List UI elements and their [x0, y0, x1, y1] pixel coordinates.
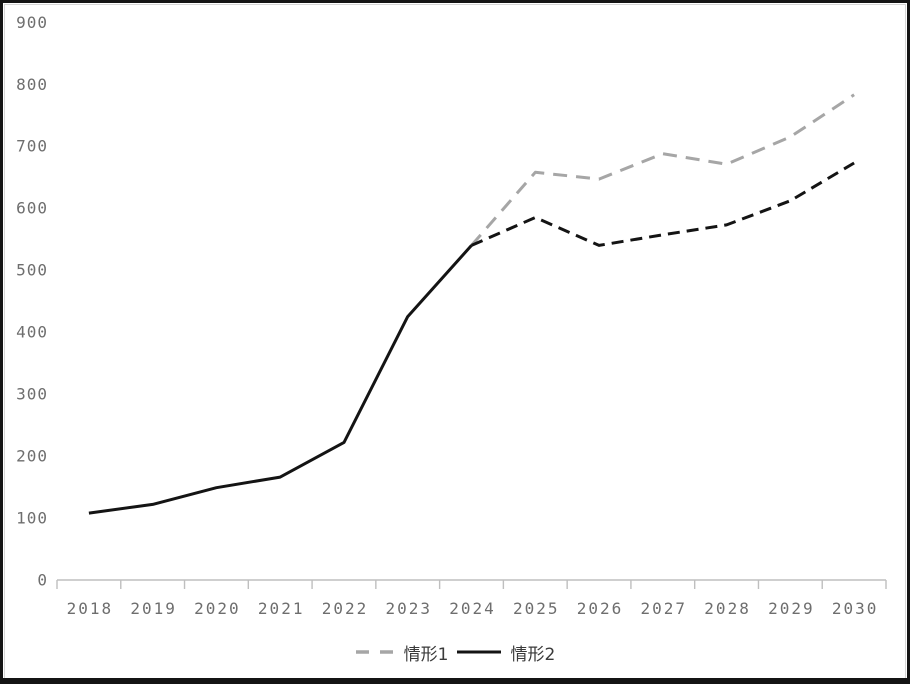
solid-line-swatch-icon [456, 650, 501, 654]
x-axis-tick-label: 2028 [704, 599, 751, 618]
y-axis-tick-label: 400 [16, 323, 48, 342]
x-axis-tick-label: 2020 [194, 599, 241, 618]
y-axis-tick-label: 200 [16, 447, 48, 466]
chart-legend: 情形1 情形2 [0, 639, 910, 665]
x-axis-tick-label: 2030 [832, 599, 879, 618]
y-axis-tick-label: 700 [16, 137, 48, 156]
x-axis-tick-label: 2018 [67, 599, 114, 618]
x-axis-tick-label: 2029 [768, 599, 815, 618]
y-axis-tick-label: 500 [16, 261, 48, 280]
legend-item-scenario2: 情形2 [456, 640, 556, 665]
x-axis-tick-label: 2021 [258, 599, 305, 618]
y-axis-tick-label: 900 [16, 13, 48, 32]
x-axis-tick-label: 2019 [130, 599, 177, 618]
series-line-0 [470, 93, 855, 247]
y-axis-tick-label: 100 [16, 509, 48, 528]
x-axis-line [56, 579, 887, 589]
x-axis-tick-label: 2023 [385, 599, 432, 618]
x-axis-tick-label: 2027 [641, 599, 688, 618]
legend-label-scenario2: 情形2 [510, 644, 556, 665]
x-axis-tick-label: 2025 [513, 599, 560, 618]
legend-item-scenario1: 情形1 [355, 640, 449, 665]
y-axis-tick-label: 600 [16, 199, 48, 218]
x-axis-tick-label: 2024 [449, 599, 496, 618]
dashed-line-swatch-icon [355, 650, 394, 654]
x-axis-tick-label: 2022 [322, 599, 369, 618]
y-axis-tick-label: 800 [16, 75, 48, 94]
legend-label-scenario1: 情形1 [403, 644, 449, 665]
series-line-1-dashed [470, 161, 855, 247]
x-axis-tick-label: 2026 [577, 599, 624, 618]
series-line-1-solid [88, 244, 473, 515]
y-axis-tick-label: 300 [16, 385, 48, 404]
y-axis-tick-label: 0 [37, 571, 48, 590]
